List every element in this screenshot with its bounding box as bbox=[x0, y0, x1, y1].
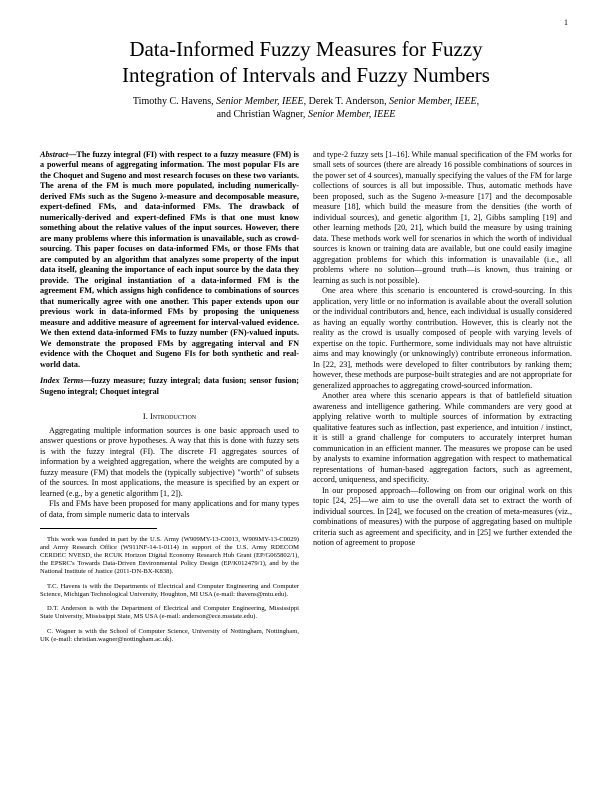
abstract: Abstract—The fuzzy integral (FI) with re… bbox=[40, 150, 299, 371]
author-2-member: Senior Member, IEEE, bbox=[389, 96, 479, 107]
section-1-heading: I. Introduction bbox=[40, 411, 299, 422]
index-lead: Index Terms— bbox=[40, 376, 92, 385]
right-para-2: One area where this scenario is encounte… bbox=[313, 286, 572, 391]
author-3: and Christian Wagner, bbox=[217, 109, 308, 120]
footnote-funding: This work was funded in part by the U.S.… bbox=[40, 536, 299, 576]
title-line-2: Integration of Intervals and Fuzzy Numbe… bbox=[122, 63, 490, 87]
paper-title: Data-Informed Fuzzy Measures for Fuzzy I… bbox=[40, 36, 572, 89]
right-column: and type-2 fuzzy sets [1–16]. While manu… bbox=[313, 150, 572, 651]
right-para-4: In our proposed approach—following on fr… bbox=[313, 486, 572, 549]
abstract-body: The fuzzy integral (FI) with respect to … bbox=[40, 150, 299, 369]
footnote-author-3: C. Wagner is with the School of Computer… bbox=[40, 628, 299, 644]
left-column: Abstract—The fuzzy integral (FI) with re… bbox=[40, 150, 299, 651]
footnote-separator bbox=[40, 528, 157, 529]
abstract-lead: Abstract— bbox=[40, 150, 76, 159]
right-para-3: Another area where this scenario appears… bbox=[313, 391, 572, 486]
author-1-member: Senior Member, IEEE, bbox=[216, 96, 306, 107]
page-number: 1 bbox=[564, 18, 568, 27]
footnote-author-1: T.C. Havens is with the Departments of E… bbox=[40, 583, 299, 599]
title-line-1: Data-Informed Fuzzy Measures for Fuzzy bbox=[129, 37, 482, 61]
author-block: Timothy C. Havens, Senior Member, IEEE, … bbox=[40, 95, 572, 122]
index-terms: Index Terms—fuzzy measure; fuzzy integra… bbox=[40, 376, 299, 397]
footnote-author-2: D.T. Anderson is with the Department of … bbox=[40, 605, 299, 621]
author-3-member: Senior Member, IEEE bbox=[308, 109, 395, 120]
intro-para-1: Aggregating multiple information sources… bbox=[40, 426, 299, 500]
author-2: Derek T. Anderson, bbox=[306, 96, 389, 107]
right-para-1: and type-2 fuzzy sets [1–16]. While manu… bbox=[313, 150, 572, 287]
author-1: Timothy C. Havens, bbox=[133, 96, 216, 107]
intro-para-2: FIs and FMs have been proposed for many … bbox=[40, 499, 299, 520]
